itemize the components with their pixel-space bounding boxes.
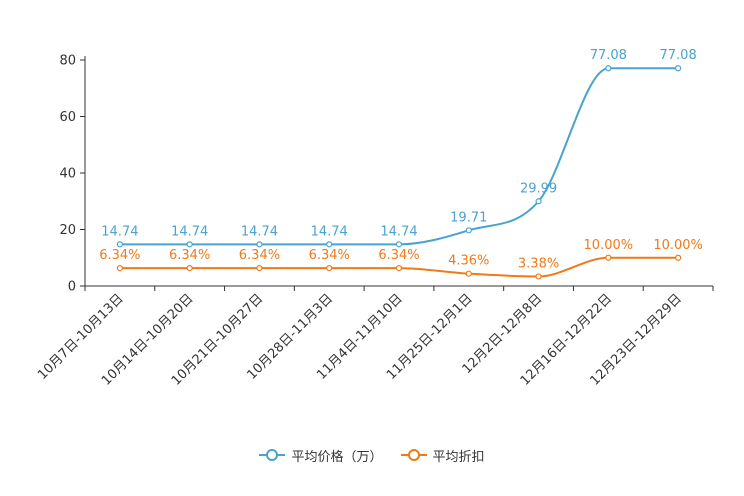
- data-point-price[interactable]: [395, 241, 403, 248]
- data-label-price: 14.74: [241, 224, 278, 239]
- y-tick-label: 20: [59, 223, 76, 238]
- data-point-price[interactable]: [326, 241, 333, 248]
- legend-discount-ring: [407, 449, 420, 461]
- legend-price-symbol-icon: [259, 448, 286, 462]
- data-point-discount[interactable]: [605, 254, 612, 261]
- data-point-price[interactable]: [605, 65, 612, 72]
- legend-price-ring: [266, 449, 279, 461]
- series-line-price: [119, 67, 679, 246]
- data-label-price: 14.74: [311, 224, 348, 239]
- data-label-price: 77.08: [660, 48, 697, 63]
- data-label-discount: 4.36%: [448, 254, 489, 269]
- data-label-price: 14.74: [101, 224, 138, 239]
- data-point-price[interactable]: [116, 241, 123, 248]
- data-label-price: 19.71: [450, 210, 487, 225]
- data-label-discount: 6.34%: [309, 248, 350, 263]
- data-point-discount[interactable]: [465, 270, 472, 277]
- data-point-price[interactable]: [256, 241, 263, 248]
- data-point-discount[interactable]: [256, 264, 263, 272]
- data-label-discount: 10.00%: [584, 238, 634, 253]
- legend: 平均价格（万） 平均折扣: [0, 444, 744, 466]
- data-label-discount: 6.34%: [239, 248, 280, 263]
- data-point-discount[interactable]: [535, 273, 542, 280]
- legend-discount-symbol-icon: [400, 448, 427, 462]
- legend-discount-label: 平均折扣: [432, 449, 485, 465]
- y-tick-label: 60: [59, 110, 76, 125]
- data-point-discount[interactable]: [675, 254, 682, 261]
- legend-price-label: 平均价格（万）: [291, 449, 383, 465]
- legend-item-price[interactable]: 平均价格（万）: [259, 446, 383, 465]
- data-label-discount: 6.34%: [99, 248, 140, 263]
- data-label-price: 14.74: [380, 224, 417, 239]
- data-point-discount[interactable]: [116, 264, 123, 272]
- data-label-price: 29.99: [520, 181, 557, 196]
- data-label-price: 14.74: [171, 224, 208, 239]
- data-point-price[interactable]: [535, 198, 542, 205]
- y-tick-label: 0: [68, 280, 76, 295]
- data-point-price[interactable]: [465, 227, 472, 234]
- data-point-discount[interactable]: [326, 264, 333, 272]
- data-label-discount: 3.38%: [518, 256, 559, 271]
- data-label-discount: 6.34%: [378, 248, 419, 263]
- data-point-discount[interactable]: [395, 264, 403, 272]
- data-label-discount: 6.34%: [169, 248, 210, 263]
- data-point-discount[interactable]: [186, 264, 193, 272]
- data-point-price[interactable]: [186, 241, 193, 248]
- data-point-price[interactable]: [675, 65, 682, 72]
- y-tick-label: 80: [59, 54, 76, 69]
- legend-item-discount[interactable]: 平均折扣: [400, 446, 485, 465]
- data-label-discount: 10.00%: [653, 238, 703, 253]
- data-label-price: 77.08: [590, 48, 627, 63]
- y-tick-label: 40: [59, 167, 76, 182]
